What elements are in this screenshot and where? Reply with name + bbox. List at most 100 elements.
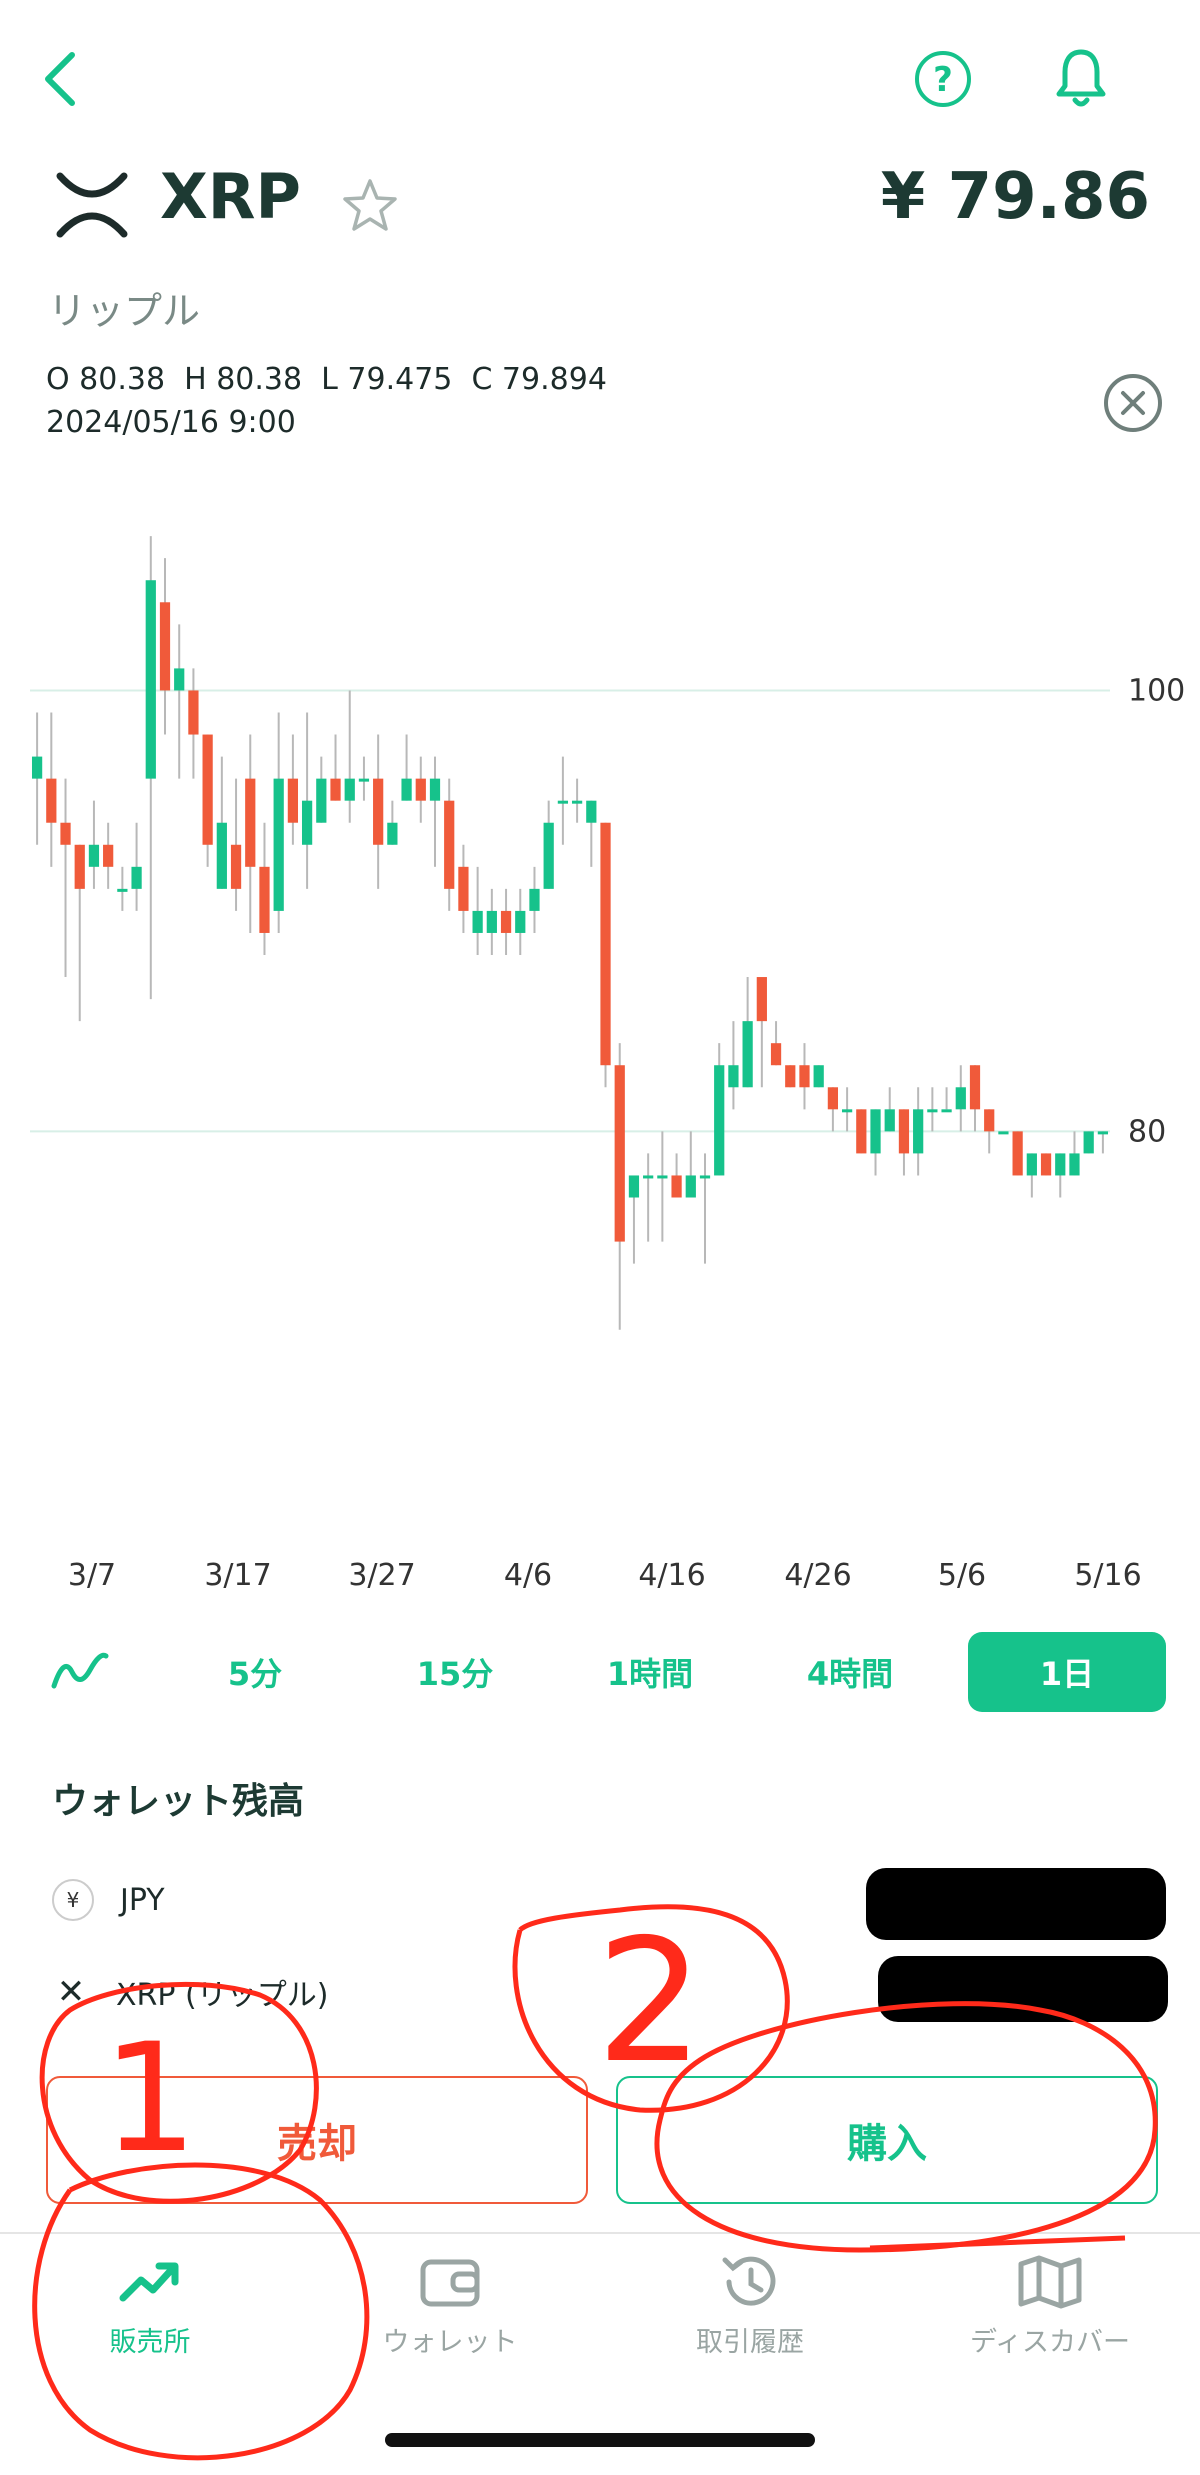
candle-down [373, 778, 384, 845]
close-ohlc-button[interactable] [1100, 370, 1166, 436]
chevron-left-icon [45, 52, 75, 106]
back-button[interactable] [30, 44, 90, 114]
annotation-label-2: 2 [596, 1903, 704, 2101]
x-tick-label: 4/16 [638, 1558, 706, 1593]
candle-down [785, 1065, 796, 1088]
candle-down [415, 778, 426, 801]
candle-up [358, 778, 370, 782]
buy-button[interactable]: 購入 [616, 2076, 1158, 2204]
x-tick-label: 3/7 [67, 1558, 117, 1593]
tab-label-exchange: 販売所 [109, 2327, 191, 2358]
timeframe-1h[interactable]: 1時間 [606, 1655, 694, 1693]
tab-history[interactable]: 取引履歴 [600, 2254, 900, 2359]
candle-up [216, 822, 227, 889]
timeframe-selector: 5分 15分 1時間 4時間 1日 [30, 1632, 1170, 1716]
svg-text:?: ? [933, 60, 953, 100]
xrp-logo-icon [56, 172, 128, 238]
candle-up [117, 888, 128, 892]
chart-type-button[interactable] [30, 1632, 130, 1712]
candle-up [316, 778, 327, 823]
help-button[interactable]: ? [908, 44, 978, 114]
candle-down [245, 778, 256, 867]
timeframe-15m[interactable]: 15分 [416, 1655, 494, 1693]
candle-down [330, 778, 341, 801]
x-tick-label: 5/16 [1074, 1558, 1142, 1593]
trend-up-icon [119, 2262, 179, 2302]
timeframe-1d[interactable]: 1日 [968, 1632, 1166, 1712]
yen-icon: ¥ [52, 1879, 94, 1921]
candle-up [429, 778, 441, 801]
home-indicator [385, 2433, 815, 2447]
candle-down [770, 1043, 782, 1066]
candle-up [1055, 1153, 1066, 1176]
bell-icon [1056, 49, 1106, 106]
notification-button[interactable] [1046, 40, 1116, 115]
candle-up [927, 1109, 938, 1113]
candle-up [728, 1065, 739, 1088]
current-price: ¥ 79.86 [880, 160, 1150, 234]
timeframe-4h[interactable]: 4時間 [806, 1655, 894, 1693]
candle-up [998, 1131, 1009, 1135]
candle-up [31, 756, 43, 779]
candle-down [898, 1109, 910, 1154]
price-chart[interactable]: 100 80 [0, 450, 1200, 1550]
redacted-xrp-balance [878, 1956, 1168, 2022]
candle-down [827, 1087, 839, 1110]
sell-button[interactable]: 売却 [46, 2076, 588, 2204]
question-circle-icon: ? [915, 51, 971, 107]
candle-down [259, 866, 270, 933]
candle-up [88, 844, 100, 867]
candle-up [387, 822, 398, 845]
tab-exchange[interactable]: 販売所 [0, 2254, 300, 2359]
candle-up [941, 1109, 952, 1113]
wallet-icon [420, 2259, 480, 2307]
x-tick-label: 4/6 [503, 1558, 553, 1593]
tab-discover[interactable]: ディスカバー [900, 2254, 1200, 2359]
candle-up [643, 1175, 654, 1179]
candle-up [586, 800, 597, 823]
candle-down [856, 1109, 867, 1154]
line-chart-icon [51, 1652, 109, 1689]
ohlc-readout: O 80.38 H 80.38 L 79.475 C 79.894 [46, 362, 607, 397]
timeframe-5m[interactable]: 5分 [227, 1655, 283, 1693]
candle-down [614, 1065, 625, 1242]
candle-up [529, 888, 540, 911]
candle-down [458, 866, 469, 911]
y-tick-label: 80 [1128, 1114, 1166, 1149]
candle-up [955, 1087, 966, 1110]
candle-up [273, 778, 284, 911]
candle-down [500, 910, 512, 933]
star-outline-icon[interactable] [340, 176, 400, 236]
redacted-jpy-balance [866, 1868, 1166, 1940]
map-icon [1018, 2255, 1082, 2309]
wallet-label-jpy: JPY [120, 1882, 165, 1918]
tab-wallet[interactable]: ウォレット [300, 2254, 600, 2359]
candle-up [870, 1109, 881, 1154]
wallet-row-xrp: ✕ XRP (リップル) [52, 1962, 329, 2022]
candle-down [600, 822, 611, 1066]
x-tick-label: 5/6 [937, 1558, 987, 1593]
candle-up [1069, 1153, 1080, 1176]
candle-down [188, 690, 199, 735]
wallet-row-jpy: ¥ JPY [52, 1870, 165, 1930]
candle-up [344, 778, 355, 801]
candle-up [174, 668, 185, 691]
candle-down [46, 778, 57, 823]
candle-up [699, 1175, 711, 1179]
candle-up [685, 1175, 696, 1198]
y-tick-label: 100 [1128, 673, 1185, 708]
candle-down [444, 800, 455, 889]
candle-up [472, 910, 483, 933]
candle-down [287, 778, 299, 823]
ohlc-date: 2024/05/16 9:00 [46, 405, 296, 440]
x-tick-label: 4/26 [784, 1558, 852, 1593]
candle-down [74, 844, 85, 889]
candle-up [571, 800, 583, 804]
candle-down [230, 844, 242, 889]
coin-symbol: XRP [160, 160, 301, 233]
candle-up [1097, 1131, 1109, 1135]
candle-up [301, 800, 313, 845]
candle-up [131, 866, 142, 889]
x-tick-label: 3/27 [348, 1558, 416, 1593]
wallet-label-xrp: XRP (リップル) [116, 1978, 329, 2013]
